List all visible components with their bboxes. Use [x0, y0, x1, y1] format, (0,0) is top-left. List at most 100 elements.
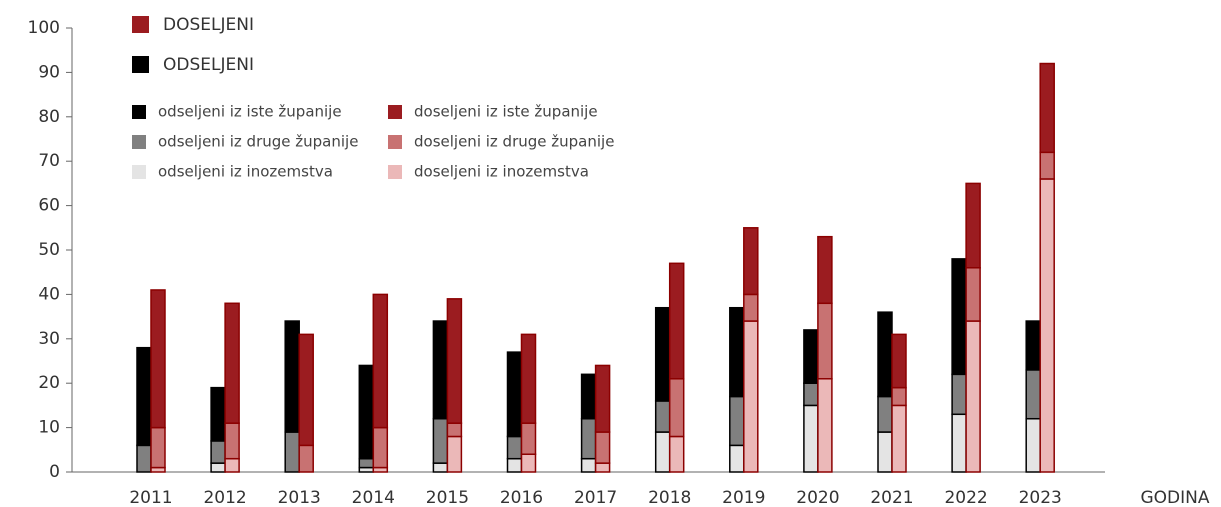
y-tick-label: 10: [38, 418, 60, 438]
bar-segment: [965, 182, 981, 269]
bar-segment: [446, 435, 463, 473]
bar-segment: [506, 435, 523, 460]
bar-segment: [1025, 320, 1041, 371]
bar-segment: [520, 453, 537, 473]
bar-segment: [150, 426, 166, 469]
bar-segment: [580, 373, 597, 420]
bar-segment: [743, 293, 759, 322]
y-tick-label: 80: [38, 107, 60, 127]
x-tick-label: 2013: [278, 488, 321, 507]
bar-segment: [520, 422, 537, 455]
x-tick-label: 2018: [648, 488, 691, 507]
bar-segment: [877, 395, 893, 433]
bar-segment: [210, 440, 226, 464]
bar-segment: [951, 258, 967, 376]
bar-segment: [803, 329, 819, 384]
bar-segment: [224, 457, 240, 473]
bar-segment: [284, 320, 300, 433]
bar-segment: [580, 417, 597, 460]
x-tick-label: 2012: [203, 488, 246, 507]
bar-segment: [1025, 369, 1041, 420]
bar-segment: [803, 382, 819, 407]
bar-segment: [506, 457, 523, 473]
bar-segment: [594, 364, 611, 433]
bar-segment: [210, 462, 226, 473]
x-tick-label: 2021: [870, 488, 913, 507]
bar-segment: [877, 431, 893, 473]
bar-segment: [654, 306, 671, 402]
bar-segment: [729, 444, 745, 473]
group-legend-swatch: [132, 16, 149, 33]
bar-segment: [594, 462, 611, 473]
bar-segment: [136, 444, 152, 473]
bar-segment: [951, 373, 967, 416]
bar-segment: [743, 320, 759, 473]
y-tick-label: 30: [38, 329, 60, 349]
bar-segment: [817, 302, 833, 380]
bar-segment: [372, 426, 389, 469]
bar-segment: [654, 400, 671, 433]
bar-segment: [729, 306, 745, 398]
bar-segment: [965, 320, 981, 473]
legend-swatch: [132, 135, 146, 149]
x-tick-label: 2016: [500, 488, 543, 507]
bar-segment: [817, 378, 833, 473]
y-tick-label: 40: [38, 284, 60, 304]
bar-segment: [284, 431, 300, 473]
bar-segment: [803, 404, 819, 473]
bar-segment: [372, 293, 389, 429]
bar-segment: [891, 333, 907, 389]
x-tick-label: 2022: [944, 488, 987, 507]
bar-segment: [136, 346, 152, 447]
bar-segment: [951, 413, 967, 473]
legend-label: odseljeni iz iste županije: [158, 103, 342, 121]
legend-label: doseljeni iz iste županije: [414, 103, 598, 121]
legend-label: odseljeni iz inozemstva: [158, 163, 333, 181]
bar-segment: [298, 333, 314, 447]
legend-label: odseljeni iz druge županije: [158, 133, 358, 151]
group-legend-label: DOSELJENI: [163, 15, 254, 35]
bar-segment: [1039, 62, 1055, 154]
bar-segment: [432, 320, 449, 420]
legend-label: doseljeni iz inozemstva: [414, 163, 589, 181]
bar-segment: [358, 364, 375, 460]
bar-segment: [1025, 417, 1041, 473]
bar-segment: [877, 311, 893, 398]
x-tick-label: 2019: [722, 488, 765, 507]
y-tick-label: 50: [38, 240, 60, 260]
bar-segment: [358, 457, 375, 469]
bar-segment: [446, 422, 463, 438]
bar-segment: [224, 422, 240, 460]
y-tick-label: 100: [28, 18, 60, 38]
x-tick-label: 2014: [352, 488, 395, 507]
y-tick-label: 0: [49, 462, 60, 482]
y-tick-label: 70: [38, 151, 60, 171]
bar-segment: [506, 351, 523, 438]
x-tick-label: 2023: [1019, 488, 1062, 507]
legend-swatch: [388, 135, 402, 149]
bar-segment: [743, 227, 759, 296]
bar-segment: [594, 431, 611, 464]
bar-segment: [150, 289, 166, 429]
y-tick-label: 90: [38, 62, 60, 82]
bar-segment: [210, 386, 226, 442]
x-tick-label: 2020: [796, 488, 839, 507]
legend-swatch: [132, 105, 146, 119]
legend-swatch: [388, 165, 402, 179]
bar-segment: [965, 267, 981, 322]
bar-segment: [446, 298, 463, 424]
y-tick-label: 20: [38, 373, 60, 393]
bar-segment: [432, 417, 449, 464]
group-legend-label: ODSELJENI: [163, 55, 254, 75]
x-tick-label: 2017: [574, 488, 617, 507]
bar-segment: [654, 431, 671, 473]
bar-segment: [520, 333, 537, 424]
legend-swatch: [388, 105, 402, 119]
x-tick-label: 2011: [129, 488, 172, 507]
bar-segment: [1039, 178, 1055, 473]
x-tick-label: 2015: [426, 488, 469, 507]
legend-swatch: [132, 165, 146, 179]
x-axis-label: GODINA: [1140, 488, 1209, 507]
group-legend-swatch: [132, 56, 149, 73]
bar-segment: [1039, 151, 1055, 180]
